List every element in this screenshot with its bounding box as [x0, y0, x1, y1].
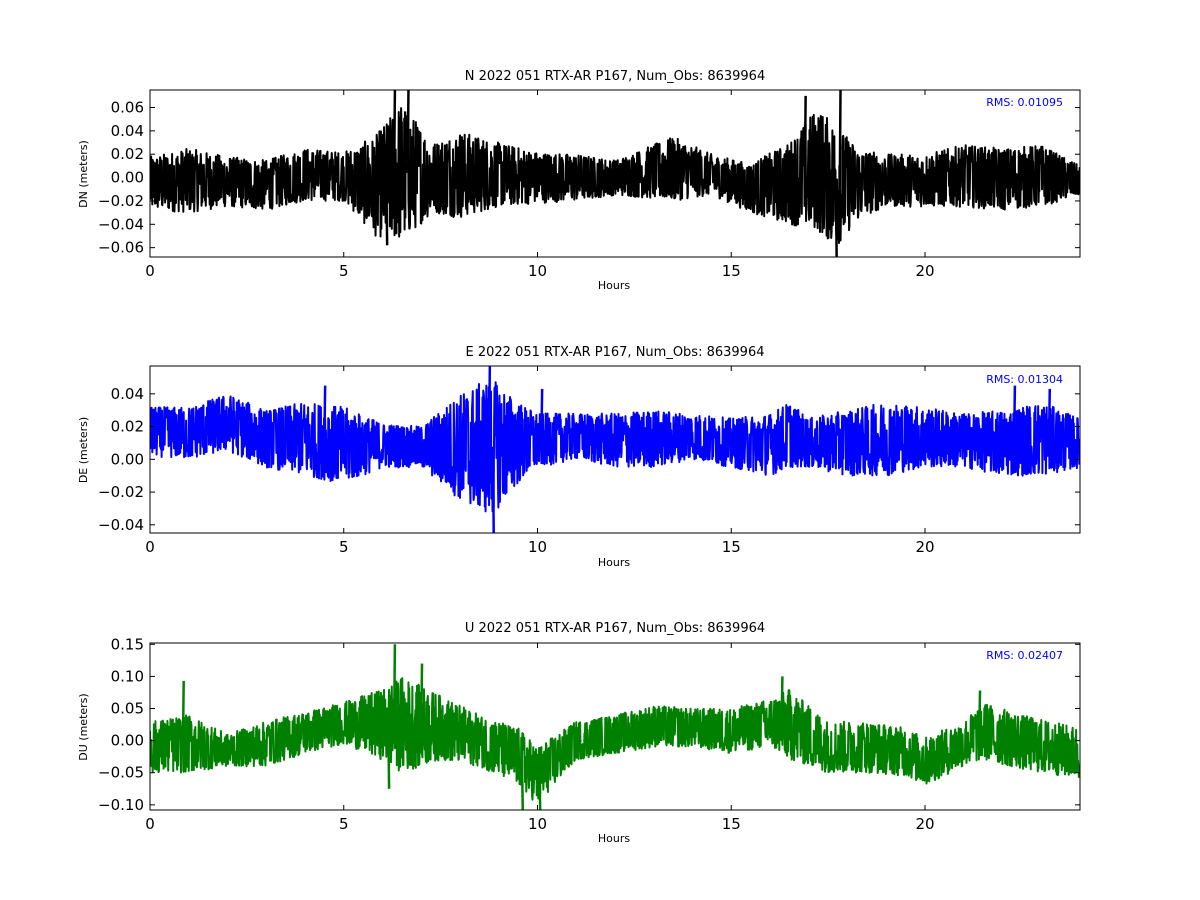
y-tick-label: −0.02: [98, 192, 144, 210]
panel-north-yticks: −0.06 −0.04 −0.02 0.00 0.02 0.04 0.06: [98, 99, 1080, 257]
x-tick-label: 5: [339, 815, 349, 833]
panel-east-frame: [149, 365, 1081, 534]
y-tick-label: 0.02: [111, 145, 144, 163]
y-tick-label: −0.04: [98, 516, 144, 534]
panel-north-spike: [803, 95, 807, 176]
x-tick-label: 15: [722, 262, 741, 280]
panel-up-title: U 2022 051 RTX-AR P167, Num_Obs: 8639964: [465, 621, 765, 636]
x-tick-label: 10: [528, 262, 547, 280]
x-tick-label: 10: [528, 538, 547, 556]
y-tick-label: 0.06: [111, 99, 144, 117]
x-tick-label: 0: [145, 815, 155, 833]
y-tick-label: 0.00: [111, 169, 144, 187]
panel-up-yticks: −0.10 −0.05 0.00 0.05 0.10 0.15: [98, 635, 1080, 814]
y-tick-label: −0.05: [98, 764, 144, 782]
y-tick-label: 0.15: [111, 635, 144, 653]
panel-up: U 2022 051 RTX-AR P167, Num_Obs: 8639964…: [77, 621, 1081, 845]
x-tick-label: 20: [915, 262, 934, 280]
panel-north-spike: [385, 180, 389, 246]
y-tick-label: 0.04: [111, 385, 144, 403]
panel-east-rms-annotation: RMS: 0.01304: [986, 373, 1063, 386]
panel-north-ylabel: DN (meters): [77, 140, 90, 208]
y-tick-label: 0.04: [111, 122, 144, 140]
x-tick-label: 20: [915, 538, 934, 556]
panel-up-spike: [520, 760, 525, 810]
panel-up-spike: [181, 680, 185, 745]
panel-east-xticks: 0 5 10 15 20: [145, 366, 935, 556]
panel-up-spike: [392, 644, 397, 725]
panel-east-trace: [150, 366, 1080, 533]
panel-up-spike: [387, 724, 391, 789]
y-tick-label: −0.02: [98, 483, 144, 501]
panel-north-spike: [392, 90, 397, 176]
panel-north-xticks: 0 5 10 15 20: [145, 90, 935, 280]
panel-up-spike: [978, 690, 982, 734]
panel-north-spike: [406, 90, 410, 173]
panel-east-series-line: [150, 381, 1080, 513]
panel-up-rms-annotation: RMS: 0.02407: [986, 649, 1063, 662]
panel-up-trace: [150, 644, 1080, 810]
x-tick-label: 15: [722, 538, 741, 556]
panel-north-spike: [834, 186, 838, 257]
x-tick-label: 15: [722, 815, 741, 833]
y-tick-label: 0.00: [111, 450, 144, 468]
panel-north-trace: [150, 90, 1080, 257]
y-tick-label: 0.02: [111, 418, 144, 436]
panel-east-ylabel: DE (meters): [77, 417, 90, 483]
panel-east-spike: [1012, 385, 1017, 442]
y-tick-label: −0.04: [98, 215, 144, 233]
panel-north-xlabel: Hours: [598, 279, 630, 292]
x-tick-label: 0: [145, 538, 155, 556]
panel-east-spike: [323, 385, 327, 443]
panel-north-rms-annotation: RMS: 0.01095: [986, 96, 1063, 109]
panel-east-spike: [487, 366, 492, 448]
panel-up-spike: [538, 774, 542, 810]
panel-east: E 2022 051 RTX-AR P167, Num_Obs: 8639964…: [77, 345, 1081, 569]
x-tick-label: 20: [915, 815, 934, 833]
x-tick-label: 10: [528, 815, 547, 833]
panel-up-frame: [149, 642, 1081, 811]
panel-up-spike: [780, 676, 784, 724]
panel-up-series-line: [150, 677, 1080, 801]
panel-north-series-line: [150, 107, 1080, 244]
panel-up-xlabel: Hours: [598, 832, 630, 845]
panel-east-yticks: −0.04 −0.02 0.00 0.02 0.04: [98, 385, 1080, 534]
y-tick-label: 0.05: [111, 700, 144, 718]
panel-east-spike: [540, 388, 544, 441]
panel-north-spike: [838, 90, 842, 186]
y-tick-label: −0.10: [98, 796, 144, 814]
panel-up-xticks: 0 5 10 15 20: [145, 643, 935, 833]
x-tick-label: 5: [339, 538, 349, 556]
panel-north: N 2022 051 RTX-AR P167, Num_Obs: 8639964…: [77, 69, 1081, 292]
panel-east-title: E 2022 051 RTX-AR P167, Num_Obs: 8639964: [466, 345, 765, 360]
y-tick-label: −0.06: [98, 239, 144, 257]
x-tick-label: 0: [145, 262, 155, 280]
y-tick-label: 0.10: [111, 667, 144, 685]
panel-east-spike: [1047, 388, 1052, 440]
panel-east-xlabel: Hours: [598, 556, 630, 569]
x-tick-label: 5: [339, 262, 349, 280]
panel-east-spike: [491, 446, 495, 533]
panel-north-title: N 2022 051 RTX-AR P167, Num_Obs: 8639964: [465, 69, 765, 84]
panel-up-spike: [420, 663, 424, 727]
y-tick-label: 0.00: [111, 732, 144, 750]
panel-up-ylabel: DU (meters): [77, 693, 90, 760]
panel-north-frame: [149, 89, 1081, 258]
